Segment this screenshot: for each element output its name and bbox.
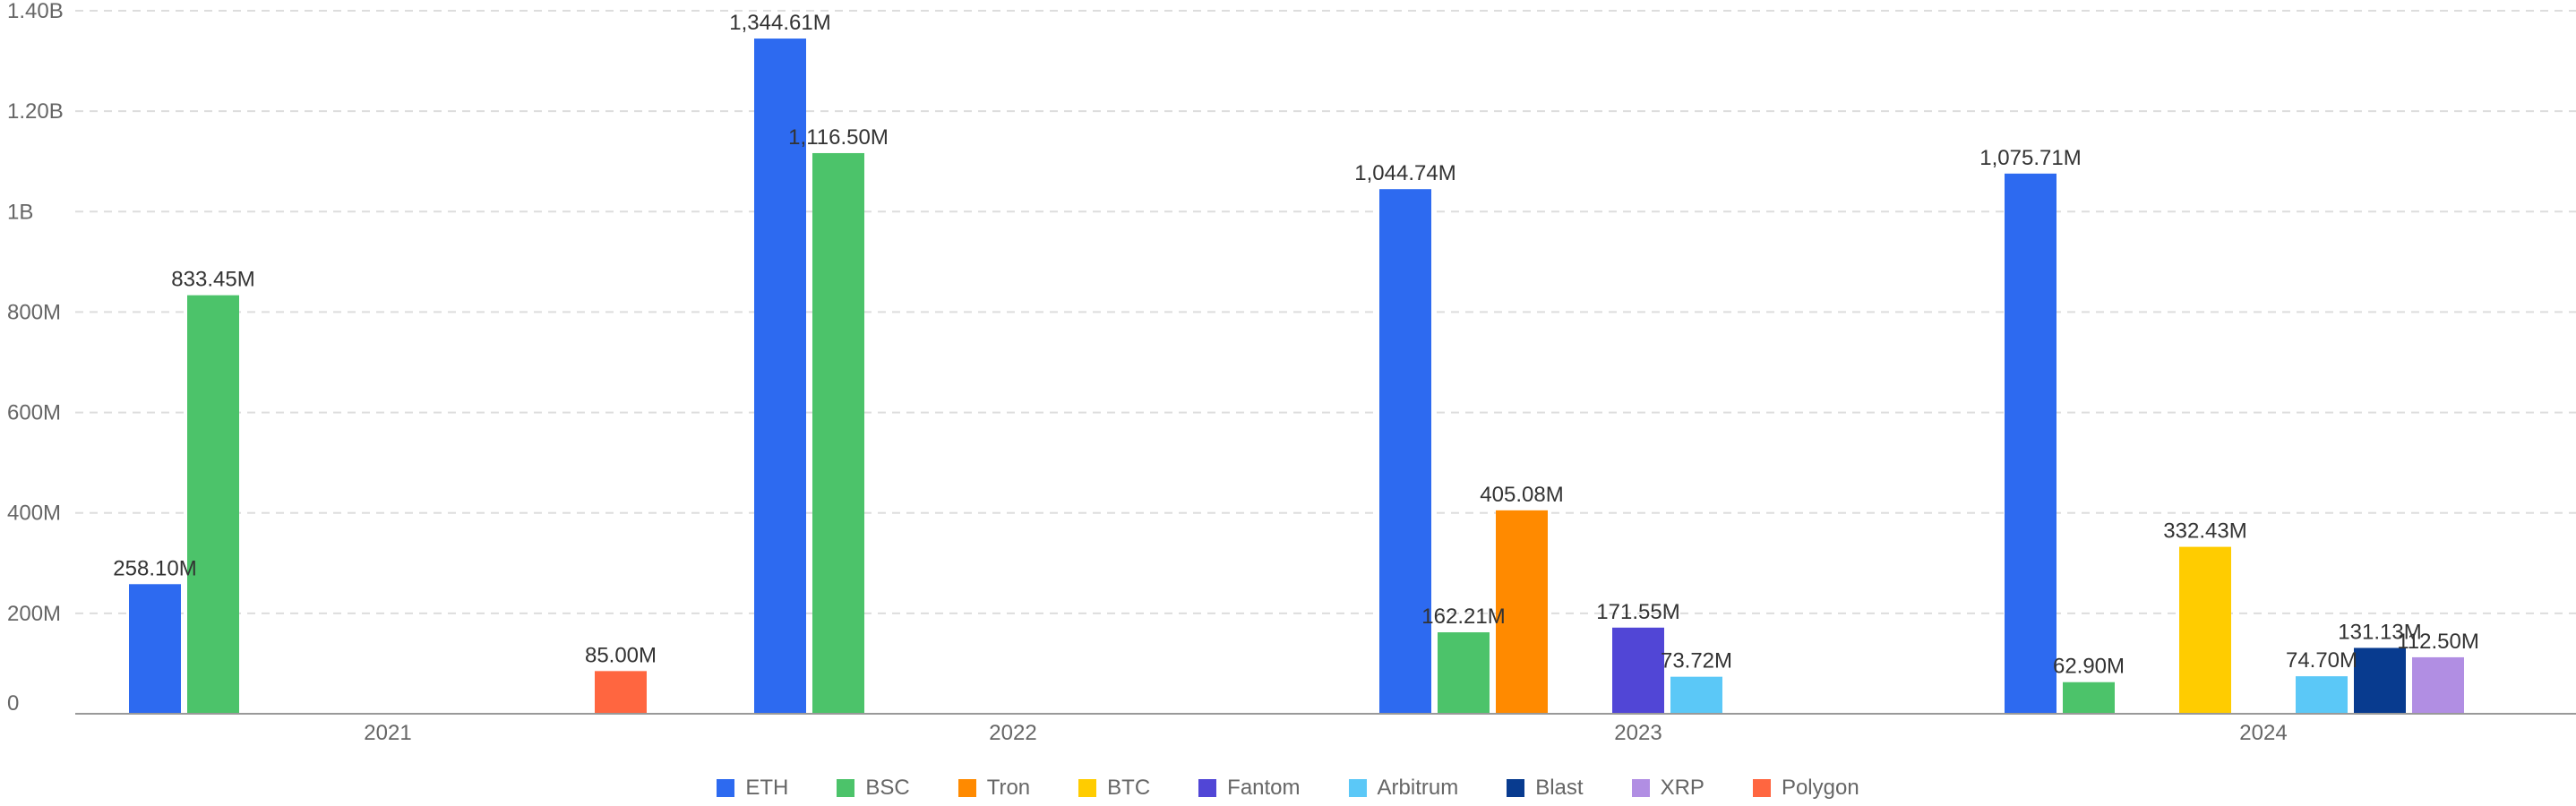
y-tick-label: 1B bbox=[7, 200, 33, 224]
legend: ETH BSC Tron BTC Fantom Arbitrum Blast XRP Polyg… bbox=[0, 772, 2576, 804]
data-label: 85.00M bbox=[585, 643, 657, 667]
bar-arbitrum bbox=[2296, 676, 2348, 714]
legend-label: BTC bbox=[1107, 776, 1151, 800]
data-label: 1,075.71M bbox=[1979, 146, 2081, 170]
data-label: 62.90M bbox=[2053, 655, 2125, 679]
legend-swatch bbox=[1507, 779, 1525, 797]
x-axis: 2021 2022 2023 2024 bbox=[364, 721, 2287, 745]
legend-label: XRP bbox=[1660, 776, 1704, 800]
y-tick-label: 0 bbox=[7, 691, 19, 716]
legend-label: Fantom bbox=[1227, 776, 1301, 800]
bar-chart: 0 200M 400M 600M 800M 1B 1.20B 1.40B 258.10M 833… bbox=[7, 0, 2576, 745]
data-label: 112.50M bbox=[2397, 630, 2479, 654]
data-label: 162.21M bbox=[1421, 604, 1505, 629]
y-tick-label: 200M bbox=[7, 602, 61, 626]
legend-item-eth[interactable]: ETH bbox=[717, 776, 788, 801]
y-tick-label: 1.20B bbox=[7, 99, 64, 124]
bar-fantom bbox=[1612, 627, 1664, 714]
legend-swatch bbox=[1348, 779, 1367, 797]
bar-blast bbox=[2354, 647, 2406, 714]
data-label: 405.08M bbox=[1480, 483, 1563, 507]
data-label: 1,044.74M bbox=[1354, 161, 1455, 185]
bar-eth bbox=[129, 584, 181, 714]
legend-swatch bbox=[1078, 779, 1097, 797]
legend-label: Blast bbox=[1535, 776, 1584, 800]
legend-label: Tron bbox=[986, 776, 1031, 800]
legend-item-tron[interactable]: Tron bbox=[957, 776, 1031, 801]
x-tick-label: 2022 bbox=[989, 721, 1036, 745]
legend-item-fantom[interactable]: Fantom bbox=[1198, 776, 1301, 801]
legend-swatch bbox=[957, 779, 976, 797]
bar-arbitrum bbox=[1670, 676, 1722, 714]
legend-item-xrp[interactable]: XRP bbox=[1631, 776, 1704, 801]
bar-btc bbox=[2179, 546, 2231, 714]
data-label: 833.45M bbox=[171, 268, 254, 292]
data-label: 131.13M bbox=[2338, 620, 2421, 644]
data-label: 73.72M bbox=[1661, 649, 1732, 673]
x-tick-label: 2024 bbox=[2239, 721, 2287, 745]
bar-polygon bbox=[595, 671, 647, 714]
legend-label: ETH bbox=[745, 776, 789, 800]
bar-eth bbox=[1379, 189, 1431, 715]
bar-xrp bbox=[2412, 656, 2464, 714]
legend-item-arbitrum[interactable]: Arbitrum bbox=[1348, 776, 1459, 801]
legend-swatch bbox=[837, 779, 855, 797]
bars bbox=[129, 39, 2464, 715]
legend-label: Arbitrum bbox=[1377, 776, 1459, 800]
legend-item-bsc[interactable]: BSC bbox=[837, 776, 910, 801]
bar-eth bbox=[2005, 173, 2057, 714]
legend-label: Polygon bbox=[1781, 776, 1859, 800]
legend-item-btc[interactable]: BTC bbox=[1078, 776, 1150, 801]
data-label: 171.55M bbox=[1596, 600, 1679, 624]
y-axis: 0 200M 400M 600M 800M 1B 1.20B 1.40B bbox=[7, 0, 64, 716]
data-label: 332.43M bbox=[2163, 519, 2246, 544]
data-label: 1,344.61M bbox=[729, 11, 830, 35]
bar-tron bbox=[1496, 510, 1548, 714]
bar-bsc bbox=[2063, 682, 2115, 714]
y-tick-label: 600M bbox=[7, 401, 61, 425]
data-labels: 258.10M 833.45M 85.00M 1,344.61M 1,116.50M 1,… bbox=[113, 11, 2479, 679]
y-tick-label: 800M bbox=[7, 300, 61, 324]
legend-swatch bbox=[1631, 779, 1650, 797]
x-tick-label: 2021 bbox=[364, 721, 411, 745]
y-tick-label: 400M bbox=[7, 502, 61, 526]
legend-item-polygon[interactable]: Polygon bbox=[1752, 776, 1859, 801]
legend-swatch bbox=[1752, 779, 1771, 797]
legend-item-blast[interactable]: Blast bbox=[1507, 776, 1584, 801]
legend-swatch bbox=[1198, 779, 1217, 797]
data-label: 1,116.50M bbox=[788, 125, 889, 150]
data-label: 74.70M bbox=[2286, 648, 2357, 673]
data-label: 258.10M bbox=[113, 556, 196, 580]
gridlines bbox=[75, 10, 2576, 614]
bar-bsc bbox=[812, 152, 864, 714]
bar-bsc bbox=[1438, 632, 1490, 714]
bar-eth bbox=[754, 39, 806, 714]
y-tick-label: 1.40B bbox=[7, 0, 64, 23]
legend-label: BSC bbox=[865, 776, 910, 800]
bar-bsc bbox=[187, 295, 239, 714]
x-tick-label: 2023 bbox=[1614, 721, 1662, 745]
legend-swatch bbox=[717, 779, 735, 797]
